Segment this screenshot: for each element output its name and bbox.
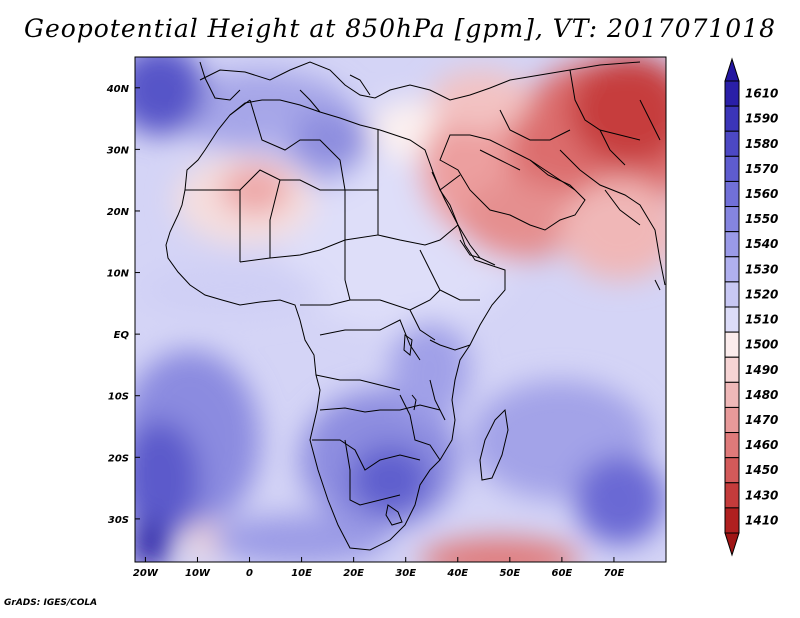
colorbar-swatch: [724, 507, 740, 534]
lat-tick-label: 10S: [108, 392, 129, 403]
colorbar-label: 1610: [745, 87, 778, 101]
colorbar-label: 1550: [745, 212, 778, 226]
colorbar-label: 1430: [745, 488, 778, 502]
colorbar-swatch: [724, 406, 740, 434]
colorbar-swatch: [724, 356, 740, 383]
lat-tick-label: 40N: [106, 84, 130, 95]
lon-tick-label: 0: [246, 568, 253, 579]
colorbar-swatch: [724, 130, 740, 157]
colorbar-max-arrow: [724, 57, 740, 82]
lon-tick-label: 20E: [343, 568, 364, 579]
colorbar-swatch: [724, 457, 740, 484]
colorbar-swatch: [724, 432, 740, 459]
colorbar: 1610 1590 1580 1570 1560 1550 1540 1530 1520 1510…: [724, 57, 778, 557]
lat-tick-label: 20N: [107, 207, 130, 218]
colorbar-label: 1520: [745, 287, 778, 301]
colorbar-label: 1560: [745, 187, 778, 201]
colorbar-label: 1590: [745, 112, 778, 126]
plot-frame: [134, 56, 667, 563]
colorbar-swatch: [724, 206, 740, 233]
colorbar-label: 1480: [745, 388, 778, 402]
lat-tick-label: EQ: [114, 330, 130, 341]
colorbar-swatch: [724, 231, 740, 258]
colorbar-swatch: [724, 180, 740, 208]
colorbar-label: 1500: [745, 338, 778, 352]
lon-tick-label: 30E: [395, 568, 416, 579]
colorbar-swatch: [724, 331, 740, 358]
colorbar-swatch: [724, 80, 740, 107]
chart-title: Geopotential Height at 850hPa [gpm], VT:…: [23, 14, 777, 43]
colorbar-label: 1570: [745, 162, 778, 176]
colorbar-label: 1460: [745, 438, 778, 452]
colorbar-swatch: [724, 155, 740, 182]
lat-tick-label: 10N: [107, 269, 130, 280]
colorbar-label: 1530: [745, 262, 778, 276]
lon-tick-label: 10E: [291, 568, 312, 579]
colorbar-label: 1450: [745, 463, 778, 477]
colorbar-swatch: [724, 482, 740, 509]
colorbar-swatch: [724, 281, 740, 308]
colorbar-swatch: [724, 256, 740, 283]
height-field: [135, 57, 666, 562]
map-axes: 20W 10W 0 10E 20E 30E 40E 50E 60E 70E 40N 30N 20N 10N…: [106, 84, 625, 579]
colorbar-swatch: [724, 105, 740, 132]
lon-tick-label: 70E: [604, 568, 625, 579]
colorbar-label: 1540: [745, 237, 778, 251]
grads-credit: GrADS: IGES/COLA: [4, 598, 98, 608]
lat-tick-label: 30S: [108, 515, 129, 526]
lat-tick-label: 20S: [108, 453, 129, 464]
lon-tick-label: 50E: [499, 568, 520, 579]
colorbar-swatch: [724, 381, 740, 408]
lon-tick-label: 40E: [446, 568, 468, 579]
colorbar-label: 1580: [745, 137, 778, 151]
coastline-overlay: [165, 61, 666, 551]
lon-tick-label: 20W: [133, 568, 159, 579]
colorbar-swatch: [724, 306, 740, 333]
colorbar-label: 1470: [745, 413, 778, 427]
colorbar-label: 1490: [745, 363, 778, 377]
colorbar-label: 1510: [745, 313, 778, 327]
colorbar-label: 1410: [745, 513, 778, 527]
colorbar-min-arrow: [724, 532, 740, 557]
lon-tick-label: 60E: [552, 568, 573, 579]
lat-tick-label: 30N: [107, 145, 130, 156]
lon-tick-label: 10W: [185, 568, 211, 579]
